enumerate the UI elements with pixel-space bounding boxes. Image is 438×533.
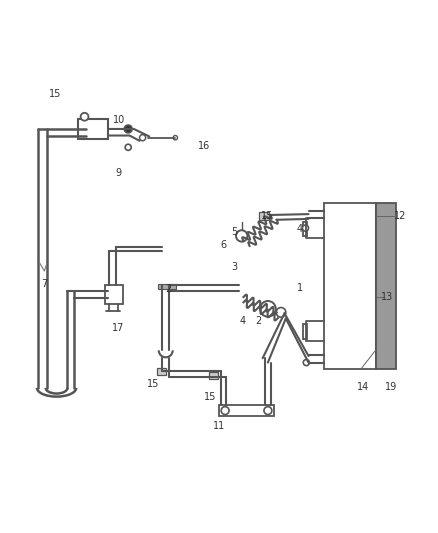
Bar <box>303 222 307 236</box>
Bar <box>219 405 274 416</box>
Circle shape <box>276 308 286 317</box>
Circle shape <box>264 407 272 415</box>
Text: 15: 15 <box>147 379 160 390</box>
Text: 7: 7 <box>41 279 47 289</box>
Bar <box>209 372 218 379</box>
Text: 12: 12 <box>394 211 406 221</box>
Circle shape <box>81 113 88 120</box>
Circle shape <box>125 144 131 150</box>
Text: 10: 10 <box>113 115 125 125</box>
Bar <box>78 119 108 139</box>
Text: 17: 17 <box>113 322 125 333</box>
Text: 4: 4 <box>297 224 303 235</box>
Text: 5: 5 <box>231 227 237 237</box>
Text: 4: 4 <box>240 316 246 326</box>
Text: 15: 15 <box>204 392 216 402</box>
Text: 13: 13 <box>381 292 393 302</box>
Text: 1: 1 <box>297 284 303 293</box>
Bar <box>324 203 376 369</box>
Bar <box>259 212 269 220</box>
Text: 15: 15 <box>49 89 61 99</box>
Text: 16: 16 <box>198 141 210 151</box>
Text: 2: 2 <box>166 284 172 294</box>
Bar <box>376 203 396 369</box>
Text: 14: 14 <box>357 382 369 392</box>
Circle shape <box>236 230 247 241</box>
Circle shape <box>303 359 309 366</box>
Text: 9: 9 <box>116 168 122 177</box>
Circle shape <box>173 135 177 140</box>
Text: 6: 6 <box>220 240 226 249</box>
Circle shape <box>302 225 308 231</box>
Circle shape <box>221 407 229 415</box>
Bar <box>158 284 176 289</box>
Bar <box>157 368 166 375</box>
Text: 15: 15 <box>261 211 273 221</box>
Text: 3: 3 <box>231 262 237 271</box>
Text: 19: 19 <box>385 382 398 392</box>
Text: 11: 11 <box>213 421 225 431</box>
Bar <box>105 285 123 304</box>
Circle shape <box>140 135 146 141</box>
Circle shape <box>124 125 132 133</box>
Bar <box>303 324 307 338</box>
Text: 2: 2 <box>255 316 261 326</box>
Circle shape <box>260 301 276 317</box>
